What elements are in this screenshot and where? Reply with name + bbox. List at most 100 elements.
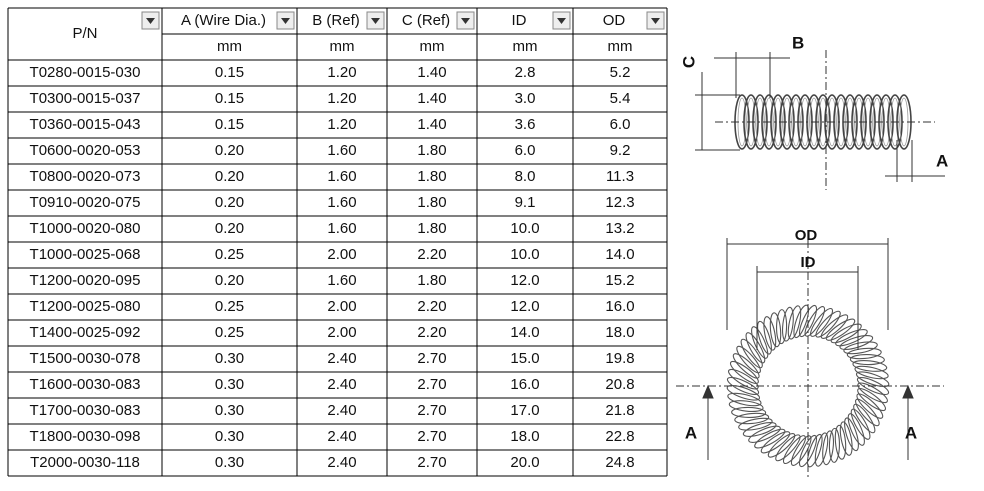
ring-turn	[782, 435, 807, 465]
value-cell: 14.0	[605, 246, 634, 263]
part-number: T1400-0025-092	[30, 324, 141, 341]
value-cell: 11.3	[606, 168, 634, 185]
value-cell: 2.20	[417, 324, 446, 341]
value-cell: 1.20	[327, 64, 356, 81]
value-cell: 2.70	[417, 454, 446, 471]
value-cell: 15.2	[605, 272, 634, 289]
value-cell: 1.80	[417, 194, 446, 211]
ring-turn	[846, 347, 882, 360]
value-cell: 0.20	[215, 142, 244, 159]
value-cell: 5.2	[610, 64, 631, 81]
label-a-right: A	[905, 423, 917, 442]
value-cell: 15.0	[510, 350, 539, 367]
value-cell: 12.0	[510, 272, 539, 289]
part-number: T1000-0020-080	[30, 220, 141, 237]
value-cell: 20.0	[510, 454, 539, 471]
value-cell: 0.30	[215, 428, 244, 445]
value-cell: 1.40	[417, 90, 446, 107]
value-cell: 2.40	[327, 428, 356, 445]
ring-turn	[728, 368, 759, 390]
ring-turn	[849, 354, 885, 366]
part-number: T0910-0020-075	[30, 194, 141, 211]
unit-cell: mm	[330, 38, 355, 55]
value-cell: 12.3	[605, 194, 634, 211]
ring-turn	[825, 318, 856, 341]
part-number: T0800-0020-073	[30, 168, 141, 185]
value-cell: 1.20	[327, 90, 356, 107]
part-number: T0600-0020-053	[30, 142, 141, 159]
value-cell: 2.00	[327, 246, 356, 263]
data-table: P/N A (Wire Dia.) B (Ref) C (Ref) ID OD mm mm mm…	[7, 7, 668, 477]
ring-turn	[776, 309, 788, 345]
ring-turn	[760, 431, 791, 454]
value-cell: 2.20	[417, 298, 446, 315]
label-a-left: A	[685, 423, 697, 442]
value-cell: 2.8	[515, 64, 536, 81]
ring-turn	[736, 345, 761, 374]
ring-turn	[856, 376, 890, 396]
ring-turn	[769, 312, 782, 348]
ring-turn	[850, 408, 871, 440]
ring-turn	[731, 406, 767, 418]
ring-turn	[814, 432, 829, 467]
value-cell: 1.80	[417, 272, 446, 289]
value-cell: 10.0	[510, 246, 539, 263]
ring-turn	[748, 425, 781, 443]
ring-turn	[775, 434, 801, 462]
value-cell: 2.40	[327, 350, 356, 367]
value-cell: 0.25	[215, 324, 244, 341]
ring-turn	[856, 393, 884, 419]
header-cell: A (Wire Dia.)	[181, 12, 266, 29]
value-cell: 1.60	[327, 220, 356, 237]
value-cell: 6.0	[610, 116, 631, 133]
ring-dimensions	[676, 238, 944, 480]
value-cell: 19.8	[605, 350, 634, 367]
filter-arrow	[461, 18, 470, 24]
ring-turn	[798, 304, 818, 338]
ring-turn	[855, 398, 880, 427]
ring-turn	[727, 392, 762, 407]
header-cell: ID	[512, 12, 527, 29]
value-cell: 0.30	[215, 376, 244, 393]
unit-cell: mm	[420, 38, 445, 55]
ring-turn	[830, 323, 862, 344]
ring-turn	[781, 306, 794, 342]
label-od: OD	[795, 227, 818, 244]
value-cell: 0.20	[215, 168, 244, 185]
filter-arrow	[371, 18, 380, 24]
value-cell: 18.0	[510, 428, 539, 445]
ring-turn	[738, 417, 773, 431]
ring-turn	[757, 320, 772, 355]
value-cell: 16.0	[605, 298, 634, 315]
value-cell: 0.15	[215, 90, 244, 107]
header-cell: P/N	[72, 25, 97, 42]
ring-turn	[815, 310, 841, 338]
value-cell: 1.60	[327, 168, 356, 185]
ring-turn	[854, 365, 889, 380]
value-cell: 9.1	[515, 194, 536, 211]
value-cell: 0.25	[215, 246, 244, 263]
value-cell: 0.30	[215, 454, 244, 471]
filter-arrow	[146, 18, 155, 24]
value-cell: 2.40	[327, 454, 356, 471]
ring-turn	[751, 326, 769, 359]
ring-turn	[793, 304, 810, 339]
unit-cell: mm	[513, 38, 538, 55]
ring-turn	[853, 403, 876, 434]
part-number: T0280-0015-030	[30, 64, 141, 81]
value-cell: 1.60	[327, 194, 356, 211]
unit-cell: mm	[608, 38, 633, 55]
part-number: T0300-0015-037	[30, 90, 141, 107]
ring-turn	[767, 433, 796, 458]
ring-turn	[847, 413, 865, 446]
value-cell: 1.60	[327, 142, 356, 159]
value-cell: 1.20	[327, 116, 356, 133]
filter-arrow	[557, 18, 566, 24]
ring-turn	[726, 384, 761, 401]
ring-turn	[857, 387, 887, 412]
value-cell: 10.0	[510, 220, 539, 237]
value-cell: 21.8	[605, 402, 634, 419]
ring-turn	[809, 307, 834, 337]
part-number: T0360-0015-043	[30, 116, 141, 133]
header-cell: C (Ref)	[402, 12, 450, 29]
